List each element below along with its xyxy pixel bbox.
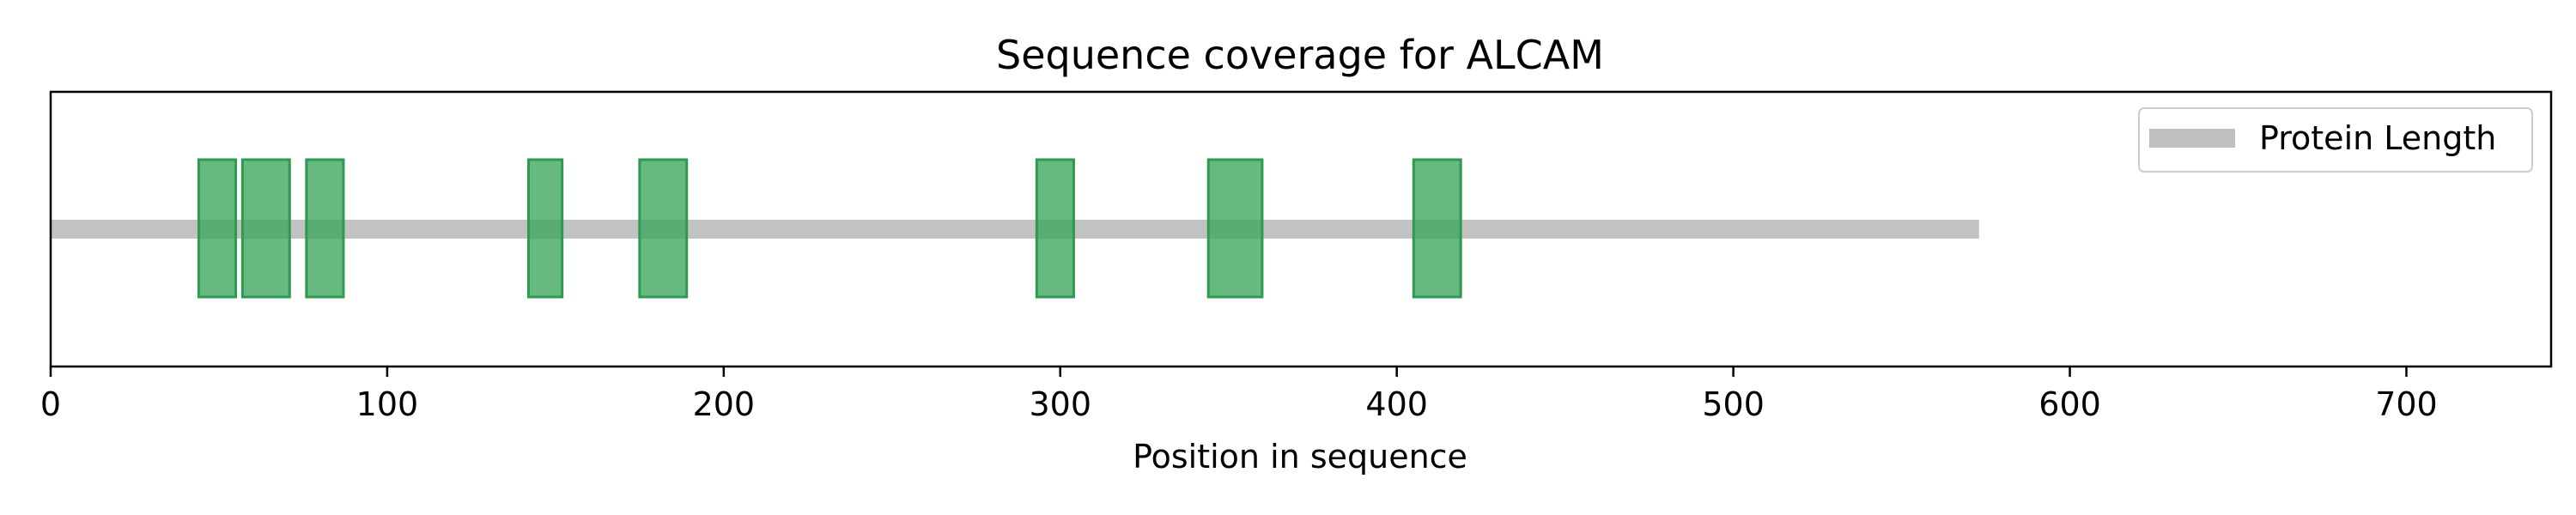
coverage-segment-1 bbox=[197, 158, 238, 299]
x-axis-label: Position in sequence bbox=[1133, 438, 1467, 476]
coverage-segment-6 bbox=[1035, 158, 1075, 299]
x-tick-label-400: 400 bbox=[1365, 385, 1428, 423]
coverage-segment-3 bbox=[305, 158, 345, 299]
x-tick-label-0: 0 bbox=[40, 385, 61, 423]
x-tick-label-700: 700 bbox=[2375, 385, 2438, 423]
coverage-segments bbox=[197, 158, 1462, 299]
x-tick-label-300: 300 bbox=[1030, 385, 1092, 423]
x-axis-ticks: 0 100 200 300 400 500 600 700 bbox=[40, 367, 2438, 423]
coverage-segment-8 bbox=[1412, 158, 1462, 299]
coverage-segment-7 bbox=[1206, 158, 1264, 299]
coverage-segment-5 bbox=[638, 158, 689, 299]
chart-title: Sequence coverage for ALCAM bbox=[996, 32, 1604, 78]
x-tick-label-200: 200 bbox=[693, 385, 756, 423]
x-tick-label-500: 500 bbox=[1702, 385, 1765, 423]
coverage-segment-4 bbox=[527, 158, 564, 299]
plot-frame bbox=[49, 90, 2553, 368]
legend-label-protein-length: Protein Length bbox=[2259, 119, 2496, 157]
x-tick-label-100: 100 bbox=[356, 385, 419, 423]
x-tick-label-600: 600 bbox=[2038, 385, 2101, 423]
legend-frame bbox=[2138, 107, 2533, 173]
coverage-segment-2 bbox=[240, 158, 291, 299]
legend: Protein Length bbox=[2138, 107, 2533, 173]
